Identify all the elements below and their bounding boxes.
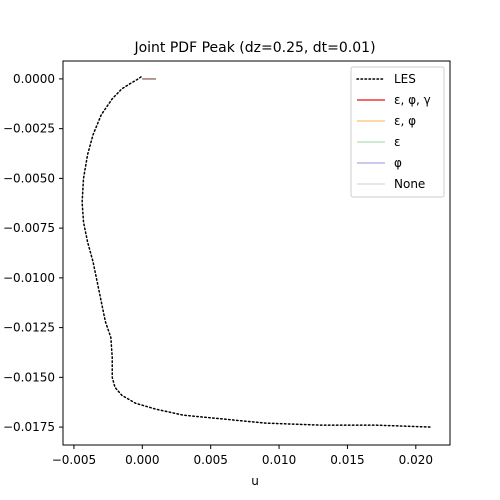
y-tick-label: −0.0050 <box>3 171 55 185</box>
legend: LES ε, φ, γ ε, φ εφ None <box>351 67 444 197</box>
y-tick-label: −0.0100 <box>3 271 55 285</box>
legend-entry-label: ε, φ, γ <box>394 93 431 107</box>
x-tick-label: 0.015 <box>330 453 364 467</box>
legend-entry-label: ε <box>394 135 401 149</box>
y-tick-label: 0.0000 <box>13 72 55 86</box>
y-tick-label: −0.0025 <box>3 122 55 136</box>
x-axis-label: u <box>251 474 259 488</box>
legend-entry-label: None <box>394 177 425 191</box>
legend-entry-label: LES <box>394 72 416 86</box>
x-tick-label: −0.005 <box>52 453 96 467</box>
y-tick-label: −0.0175 <box>3 420 55 434</box>
x-tick-label: 0.005 <box>194 453 228 467</box>
x-tick-label: 0.020 <box>399 453 433 467</box>
y-tick-label: −0.0075 <box>3 221 55 235</box>
y-tick-label: −0.0125 <box>3 321 55 335</box>
legend-entry-label: φ <box>394 156 402 170</box>
x-tick-label: 0.000 <box>125 453 159 467</box>
legend-entry-label: ε, φ <box>394 114 416 128</box>
y-tick-label: −0.0150 <box>3 370 55 384</box>
chart-title: Joint PDF Peak (dz=0.25, dt=0.01) <box>133 40 375 56</box>
x-tick-label: 0.010 <box>262 453 296 467</box>
